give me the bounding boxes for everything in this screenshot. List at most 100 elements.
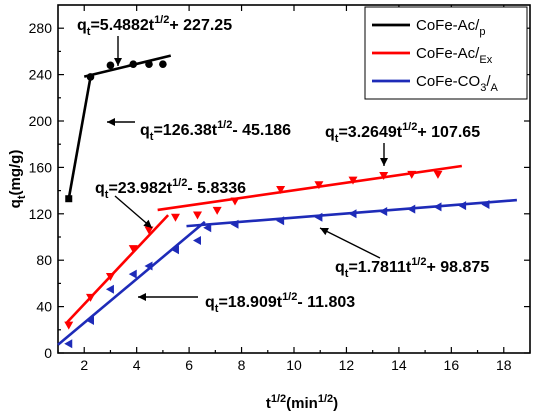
data-point-series-1: [128, 245, 138, 254]
data-point-series-0: [159, 60, 167, 68]
arrow-eq-0-head: [114, 58, 122, 66]
equation-4: qt=1.7811t1/2+ 98.875: [335, 256, 489, 280]
eq-mid: =18.909t: [218, 294, 282, 311]
data-point-series-1: [193, 211, 203, 220]
x-axis-title-rest: (min: [286, 395, 318, 412]
data-point-series-1: [407, 170, 417, 179]
legend-name: CoFe-Ac/: [416, 17, 480, 34]
x-tick-label: 2: [80, 357, 88, 373]
fit-line-series-0-1: [83, 54, 172, 78]
equation-2: qt=3.2649t1/2+ 107.65: [325, 121, 480, 145]
legend-name: CoFe-Ac/: [416, 45, 480, 62]
y-tick-label: 0: [44, 345, 52, 361]
x-tick-label: 12: [339, 357, 355, 373]
data-point-series-1: [314, 181, 324, 190]
fit-line-series-1-0: [64, 214, 170, 325]
plot-area: 2 4 6 8 10 12 14 16 1804080120160200240280t1/2(m…: [7, 4, 531, 412]
data-point-series-2: [105, 284, 114, 294]
eq-tail: - 11.803: [297, 294, 355, 311]
data-point-series-2: [458, 201, 467, 211]
equation-0: qt=5.4882t1/2+ 227.25: [77, 14, 232, 38]
x-tick-label: 10: [286, 357, 302, 373]
fit-line-series-0-0: [67, 76, 92, 199]
legend-label-1: CoFe-Ac/Ex: [416, 45, 493, 66]
legend-tail: /: [486, 73, 491, 90]
eq-q: q: [77, 17, 87, 34]
data-point-series-1: [433, 170, 443, 179]
data-point-series-2: [86, 316, 95, 326]
eq-q: q: [140, 122, 150, 139]
eq-tail: - 5.8336: [187, 180, 246, 197]
data-point-series-1: [230, 197, 240, 206]
equation-5: qt=18.909t1/2- 11.803: [205, 291, 355, 315]
y-axis-title-sub: t: [16, 195, 28, 199]
x-tick-label: 16: [444, 357, 460, 373]
y-tick-label: 40: [36, 299, 52, 315]
eq-sub: t: [215, 303, 219, 315]
legend-sub: Ex: [479, 54, 492, 66]
arrow-eq-5-head: [138, 293, 146, 301]
legend-sub: 3: [480, 82, 486, 94]
legend-label-2: CoFe-CO3/A: [416, 73, 498, 94]
eq-mid: =126.38t: [153, 122, 217, 139]
legend-sub: p: [479, 26, 485, 38]
data-point-series-0: [106, 61, 115, 70]
x-axis-title-sup: 1/2: [271, 393, 286, 405]
eq-sup: 1/2: [411, 256, 426, 268]
data-point-series-2: [230, 219, 239, 229]
eq-sub: t: [335, 133, 339, 145]
eq-tail: + 227.25: [169, 17, 232, 34]
x-tick-label: 14: [391, 357, 407, 373]
legend-label-0: CoFe-Ac/p: [416, 17, 485, 38]
arrow-eq-3-head: [143, 219, 152, 228]
equation-3: qt=23.982t1/2- 5.8336: [95, 177, 246, 201]
data-point-series-2: [407, 204, 416, 214]
eq-sup: 1/2: [217, 119, 232, 131]
eq-tail: + 98.875: [426, 259, 489, 276]
fit-line-series-2-0: [57, 220, 206, 346]
y-tick-label: 280: [29, 20, 53, 36]
data-point-series-2: [433, 202, 442, 212]
x-tick-label: 18: [496, 357, 512, 373]
data-point-series-2: [64, 339, 73, 349]
eq-sub: t: [345, 268, 349, 280]
eq-sup: 1/2: [154, 14, 169, 26]
eq-sup: 1/2: [172, 177, 187, 189]
data-point-series-1: [144, 226, 154, 235]
eq-mid: =1.7811t: [348, 259, 411, 276]
eq-tail: - 45.186: [232, 122, 291, 139]
data-point-series-0: [86, 73, 95, 81]
y-tick-label: 120: [29, 206, 53, 222]
data-point-series-2: [276, 216, 285, 226]
data-point-series-2: [170, 245, 179, 255]
x-tick-label: 4: [133, 357, 141, 373]
data-point-series-2: [144, 261, 153, 271]
arrow-eq-2-head: [380, 158, 388, 166]
x-axis-title-rest-sup: 1/2: [318, 393, 333, 405]
arrow-eq-1-head: [107, 118, 115, 126]
data-point-series-1: [64, 321, 74, 330]
data-point-series-1: [170, 213, 180, 222]
data-point-series-2: [379, 206, 388, 216]
data-point-series-2: [128, 269, 137, 279]
data-point-series-0: [145, 60, 153, 68]
x-axis-title-close: ): [333, 395, 338, 412]
arrow-eq-3-shaft: [114, 195, 153, 229]
legend-name: CoFe-CO: [416, 73, 480, 90]
data-point-series-1: [212, 206, 222, 215]
data-point-series-1: [379, 172, 389, 181]
y-tick-label: 80: [36, 252, 52, 268]
legend-sub2: A: [490, 82, 498, 94]
arrow-eq-4-head: [320, 228, 329, 236]
x-tick-label: 8: [238, 357, 246, 373]
equation-1: qt=126.38t1/2- 45.186: [140, 119, 291, 143]
eq-sup: 1/2: [282, 291, 297, 303]
y-tick-label: 200: [29, 113, 53, 129]
data-point-series-1: [276, 185, 286, 194]
eq-sub: t: [150, 131, 154, 143]
eq-q: q: [335, 259, 345, 276]
eq-q: q: [205, 294, 215, 311]
x-axis-title-main: t: [266, 395, 271, 412]
